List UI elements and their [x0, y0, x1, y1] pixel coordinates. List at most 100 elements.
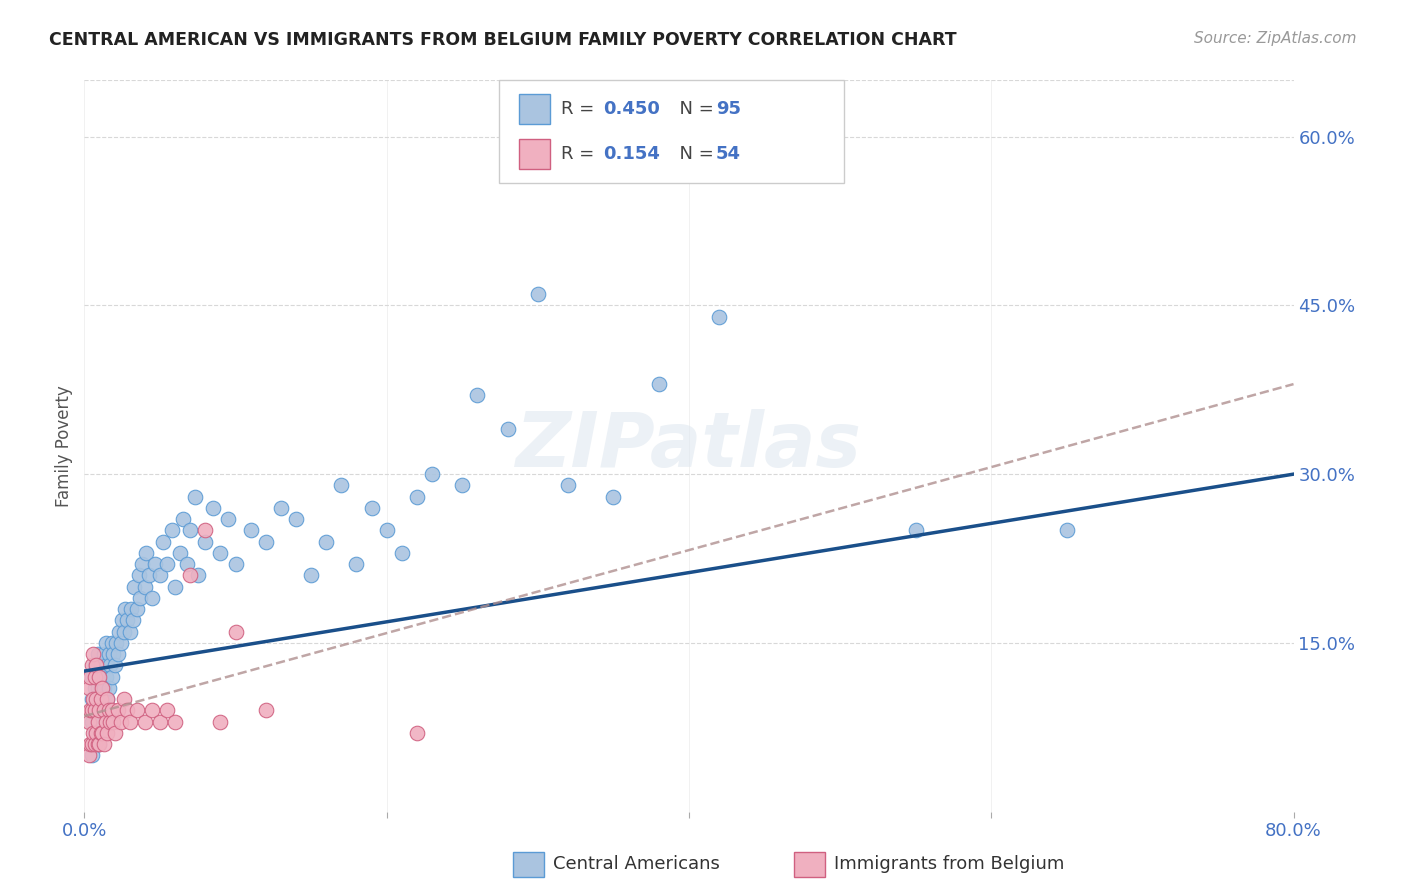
Point	[97, 703, 120, 717]
Point	[209, 714, 232, 729]
Point	[110, 714, 132, 729]
Point	[135, 546, 157, 560]
Point	[122, 580, 145, 594]
Point	[91, 692, 114, 706]
Point	[86, 692, 108, 706]
Point	[451, 478, 474, 492]
Text: 0.154: 0.154	[603, 145, 659, 163]
Point	[201, 500, 224, 515]
Point	[904, 524, 927, 538]
Point	[97, 647, 120, 661]
Point	[346, 557, 368, 571]
Point	[80, 703, 103, 717]
Point	[406, 490, 429, 504]
Point	[93, 681, 115, 695]
Point	[360, 500, 382, 515]
Point	[89, 670, 111, 684]
Point	[183, 490, 205, 504]
Point	[149, 568, 172, 582]
Point	[80, 658, 103, 673]
Point	[80, 748, 103, 763]
Point	[115, 703, 138, 717]
Point	[115, 614, 138, 628]
Point	[120, 602, 142, 616]
Point	[112, 692, 135, 706]
Point	[149, 714, 172, 729]
Point	[94, 714, 117, 729]
Point	[118, 714, 141, 729]
Text: 95: 95	[716, 100, 741, 118]
Point	[112, 624, 135, 639]
Point	[315, 534, 337, 549]
Point	[131, 557, 153, 571]
Point	[391, 546, 413, 560]
Point	[98, 658, 121, 673]
Point	[128, 568, 150, 582]
Point	[82, 647, 104, 661]
Point	[100, 703, 122, 717]
Point	[108, 624, 131, 639]
Point	[111, 614, 134, 628]
Point	[94, 636, 117, 650]
Point	[648, 377, 671, 392]
Point	[138, 568, 160, 582]
Point	[165, 714, 187, 729]
Point	[77, 681, 100, 695]
Point	[82, 726, 104, 740]
Point	[84, 670, 107, 684]
Point	[84, 658, 107, 673]
Point	[225, 624, 247, 639]
Point	[98, 714, 121, 729]
Text: N =: N =	[668, 100, 714, 118]
Point	[141, 703, 163, 717]
Point	[496, 422, 519, 436]
Point	[110, 636, 132, 650]
Point	[84, 737, 107, 751]
Point	[100, 670, 122, 684]
Point	[80, 714, 103, 729]
Point	[89, 737, 111, 751]
Point	[145, 557, 167, 571]
Point	[105, 636, 128, 650]
Point	[156, 557, 179, 571]
Point	[165, 580, 187, 594]
Point	[602, 490, 624, 504]
Point	[91, 670, 114, 684]
Point	[118, 624, 141, 639]
Point	[114, 602, 136, 616]
Point	[270, 500, 292, 515]
Point	[104, 726, 127, 740]
Point	[375, 524, 398, 538]
Point	[127, 602, 149, 616]
Point	[90, 681, 112, 695]
Point	[84, 703, 107, 717]
Point	[217, 512, 239, 526]
Point	[420, 467, 443, 482]
Point	[96, 726, 118, 740]
Text: Central Americans: Central Americans	[553, 855, 720, 873]
Point	[77, 748, 100, 763]
Point	[96, 692, 118, 706]
Point	[209, 546, 232, 560]
Point	[129, 591, 152, 605]
Point	[89, 703, 111, 717]
Point	[96, 692, 118, 706]
Text: N =: N =	[668, 145, 714, 163]
Text: 54: 54	[716, 145, 741, 163]
Point	[104, 658, 127, 673]
Point	[80, 692, 103, 706]
Point	[93, 647, 115, 661]
Point	[172, 512, 194, 526]
Point	[89, 670, 111, 684]
Point	[254, 703, 277, 717]
Point	[91, 726, 114, 740]
Point	[94, 670, 117, 684]
Point	[79, 703, 101, 717]
Point	[79, 737, 101, 751]
Point	[134, 580, 156, 594]
Point	[330, 478, 353, 492]
Point	[160, 524, 183, 538]
Point	[100, 636, 122, 650]
Point	[90, 726, 112, 740]
Point	[557, 478, 579, 492]
